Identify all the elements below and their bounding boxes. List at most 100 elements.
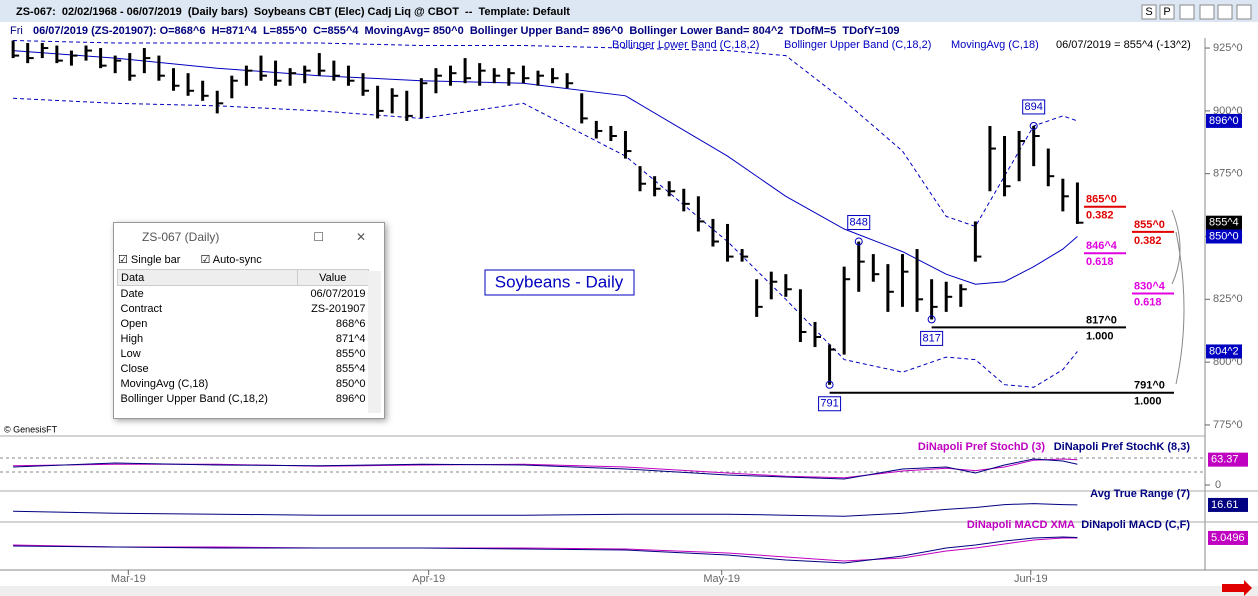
y-tick-label: 0 (1215, 479, 1221, 491)
legend-upper-band: Bollinger Upper Band (C,18,2) (784, 39, 931, 51)
axis-tag (1206, 215, 1242, 230)
axis-tag (1206, 344, 1242, 359)
y-tick-label: 775^0 (1213, 419, 1243, 431)
label-cell: Open (120, 317, 148, 330)
fib-price: 791^0 (1134, 380, 1165, 392)
y-tick-label: 900^0 (1213, 105, 1243, 117)
y-tick-label: 925^0 (1213, 42, 1243, 54)
fib-price: 855^0 (1134, 219, 1165, 231)
value-tag-label: 63.37 (1211, 454, 1239, 466)
data-row: Close 855^4 (118, 361, 369, 376)
label-cell: Bollinger Upper Band (C,18,2) (120, 392, 268, 405)
axis-tag-label: 896^0 (1209, 115, 1239, 127)
data-row: Open 868^6 (118, 316, 369, 331)
value-cell: 855^4 (335, 362, 366, 375)
y-tick-label: 825^0 (1213, 293, 1243, 305)
data-row: High 871^4 (118, 331, 369, 346)
info-line: 06/07/2019 (ZS-201907): O=868^6 H=871^4 … (33, 25, 900, 37)
pivot-marker (927, 315, 936, 324)
overlay-line (13, 97, 1078, 388)
pivot-label: 817 (922, 332, 940, 344)
maximize[interactable]: ☐ (313, 230, 324, 244)
value-tag-label: 5.0496 (1211, 532, 1245, 544)
pivot-box (818, 396, 842, 412)
s-button-label[interactable]: S (1145, 6, 1152, 18)
overlay-line (13, 40, 1078, 228)
pin-button[interactable] (1179, 4, 1195, 20)
scrollbar[interactable] (368, 271, 381, 413)
fib-ratio: 1.000 (1134, 396, 1162, 408)
scroll-arrow[interactable] (1222, 580, 1252, 596)
indicator-name: DiNapoli Pref StochD (3) (918, 441, 1045, 453)
header-cell: Value (296, 269, 370, 286)
window-title: ZS-067: 02/02/1968 - 06/07/2019 (Daily b… (16, 6, 570, 18)
value-cell: 871^4 (335, 332, 366, 345)
fib-ratio: 0.618 (1086, 256, 1114, 268)
axis-tag-label: 850^0 (1209, 230, 1239, 242)
label-cell: High (120, 332, 144, 345)
data-row: Low 855^0 (118, 346, 369, 361)
data-table: Data Value Date 06/07/2019 Contract ZS-201907… (117, 269, 370, 406)
fib-price: 830^4 (1134, 280, 1166, 292)
label-cell: Low (120, 347, 141, 360)
scrollbar[interactable] (0, 586, 1258, 596)
fib-price: 817^0 (1086, 314, 1117, 326)
pivot-box (847, 215, 871, 231)
data-window[interactable]: ZS-067 (Daily) ☐ ✕ ☑ Single bar ☑ Auto-sync… (113, 222, 385, 419)
single-bar-check[interactable]: ☑ Single bar (118, 254, 181, 266)
x-tick-label: Mar-19 (111, 573, 146, 585)
label-cell: Close (120, 362, 149, 375)
minimize-button[interactable] (1199, 4, 1215, 20)
label-cell: MovingAvg (C,18) (120, 377, 209, 390)
close-button[interactable] (1236, 4, 1252, 20)
pivot-label: 848 (850, 216, 868, 228)
p-button[interactable] (1159, 4, 1175, 20)
data-row: MovingAvg (C,18) 850^0 (118, 376, 369, 391)
data-window-title: ZS-067 (Daily) ☐ ✕ (114, 223, 384, 251)
close[interactable]: ✕ (355, 230, 366, 244)
value-cell: 06/07/2019 (310, 287, 366, 300)
fib-price: 865^0 (1086, 194, 1117, 206)
fib-price: 846^4 (1086, 240, 1118, 252)
overlay-line (13, 50, 1078, 285)
s-button[interactable] (1141, 4, 1157, 20)
label-cell: Date (120, 287, 144, 300)
y-tick-label: 800^0 (1213, 356, 1243, 368)
y-tick-label: 875^0 (1213, 168, 1243, 180)
data-row: Bollinger Upper Band (C,18,2) 896^0 (118, 391, 369, 406)
info-day: Fri (10, 25, 23, 37)
data-row: Contract ZS-201907 (118, 301, 369, 316)
indicator-line (13, 458, 1078, 480)
legend-lower-band: Bollinger Lower Band (C,18,2) (612, 39, 759, 51)
pivot-label: 894 (1025, 101, 1043, 113)
maximize-button[interactable] (1217, 4, 1233, 20)
indicator-name: DiNapoli MACD (C,F) (1081, 519, 1190, 531)
value-tag-label: 16.61 (1211, 499, 1239, 511)
indicator-line (13, 536, 1078, 564)
fib-ratio: 0.382 (1086, 210, 1114, 222)
header-cell: Data (117, 269, 298, 286)
annotation: Soybeans - Daily (495, 272, 624, 291)
pivot-box (920, 330, 944, 346)
pivot-marker (825, 380, 834, 389)
auto-sync-check[interactable]: ☑ Auto-sync (200, 254, 262, 266)
indicator-name: DiNapoli Pref StochK (8,3) (1054, 441, 1191, 453)
indicator-line (13, 503, 1078, 517)
value-tag (1208, 530, 1248, 545)
fib-ratio: 1.000 (1086, 330, 1114, 342)
value-cell: 850^0 (335, 377, 366, 390)
last-quote: 06/07/2019 = 855^4 (-13^2) (1056, 39, 1191, 51)
axis-tag-label: 855^4 (1209, 217, 1239, 229)
option-label: Single bar (130, 254, 181, 266)
value-cell: ZS-201907 (311, 302, 366, 315)
p-button-label[interactable]: P (1163, 6, 1170, 18)
fib-bracket (1175, 231, 1185, 385)
value-cell: 896^0 (335, 392, 366, 405)
value-tag (1208, 452, 1248, 467)
indicator-name: DiNapoli MACD XMA (967, 519, 1075, 531)
value-tag (1208, 497, 1248, 512)
x-tick-label: May-19 (703, 573, 740, 585)
